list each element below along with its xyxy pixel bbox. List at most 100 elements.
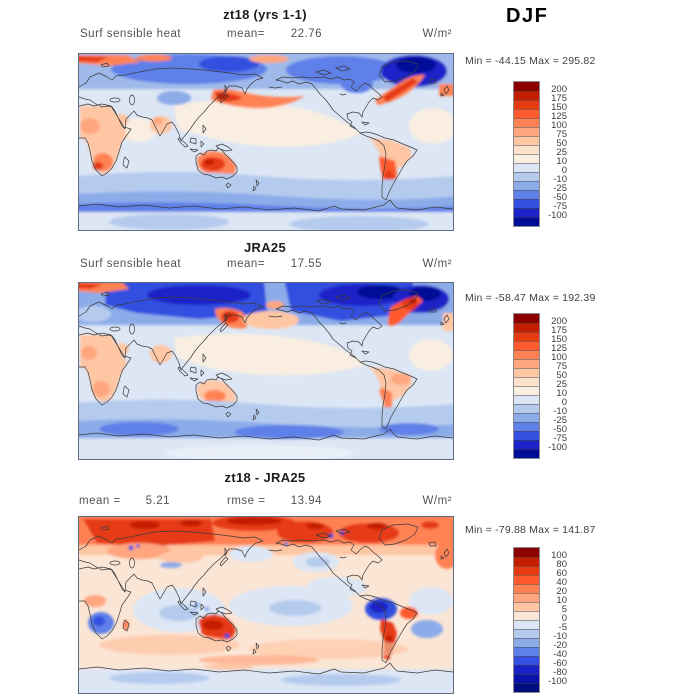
colorbar-tick-label: 10	[556, 156, 567, 167]
colorbar-tick-label: 150	[551, 334, 567, 345]
colorbar-tick-label: -5	[558, 622, 567, 633]
colorbar-tick-label: 50	[556, 370, 567, 381]
colorbar-segment	[514, 341, 539, 350]
colorbar-tick-label: -75	[553, 201, 567, 212]
colorbar-segment	[514, 109, 539, 118]
colorbar-tick-label: -40	[553, 649, 567, 660]
panel1-units: W/m²	[422, 28, 452, 40]
colorbar-segment	[514, 314, 539, 323]
panel2-minmax: Min = -58.47 Max = 192.39	[465, 292, 596, 304]
panel2-title: JRA25	[244, 240, 286, 255]
colorbar-segment	[514, 611, 539, 620]
colorbar-segment	[514, 368, 539, 377]
colorbar-tick-label: 80	[556, 559, 567, 570]
colorbar-segment	[514, 395, 539, 404]
colorbar-model: 200 175 150 125 100 75 50 25 10 0 -10 -25 -50 -75 -100	[513, 81, 575, 229]
colorbar-segment	[514, 127, 539, 136]
colorbar-segment	[514, 656, 539, 665]
colorbar-segment	[514, 172, 539, 181]
panel2-mean-label: mean=	[227, 258, 265, 270]
colorbar-segment	[514, 440, 539, 449]
panel1-title: zt18 (yrs 1-1)	[223, 7, 307, 22]
panel1-mean-value: 22.76	[290, 28, 322, 40]
colorbar-difference: 100 80 60 40 20 10 5 0 -5 -10 -20 -40 -60 -80 -100	[513, 547, 575, 695]
panel1-mean-label: mean=	[227, 28, 265, 40]
panel3-rmse-label: rmse =	[227, 495, 266, 507]
colorbar-tick-label: 100	[551, 550, 567, 561]
colorbar-tick-label: 0	[561, 165, 567, 176]
colorbar-tick-label: -75	[553, 433, 567, 444]
colorbar-tick-label: 0	[561, 613, 567, 624]
colorbar-tick-label: -80	[553, 667, 567, 678]
colorbar-tick-label: 100	[551, 120, 567, 131]
colorbar-segment	[514, 91, 539, 100]
colorbar-segment	[514, 602, 539, 611]
colorbar-segment	[514, 548, 539, 557]
colorbar-segment	[514, 422, 539, 431]
panel1-field-label: Surf sensible heat	[80, 28, 182, 40]
colorbar-segment	[514, 359, 539, 368]
colorbar-segment	[514, 350, 539, 359]
colorbar-tick-label: -50	[553, 424, 567, 435]
colorbar-segment	[514, 82, 539, 91]
colorbar-tick-label: 100	[551, 352, 567, 363]
colorbar-tick-label: -60	[553, 658, 567, 669]
colorbar-jra25: 200 175 150 125 100 75 50 25 10 0 -10 -25 -50 -75 -100	[513, 313, 575, 461]
map-model	[78, 53, 454, 231]
map-difference	[78, 516, 454, 694]
colorbar-segment	[514, 665, 539, 674]
field-shading-difference	[79, 517, 453, 693]
panel3-mean-value: 5.21	[145, 495, 170, 507]
colorbar-tick-label: 60	[556, 568, 567, 579]
colorbar-segment	[514, 154, 539, 163]
colorbar-swatches	[513, 81, 540, 227]
colorbar-segment	[514, 557, 539, 566]
colorbar-tick-label: 175	[551, 325, 567, 336]
panel1-minmax: Min = -44.15 Max = 295.82	[465, 55, 596, 67]
field-shading-model	[79, 54, 453, 230]
colorbar-tick-label: 0	[561, 397, 567, 408]
colorbar-tick-label: 75	[556, 129, 567, 140]
colorbar-segment	[514, 575, 539, 584]
colorbar-segment	[514, 638, 539, 647]
colorbar-segment	[514, 332, 539, 341]
colorbar-tick-label: -10	[553, 174, 567, 185]
colorbar-tick-label: 20	[556, 586, 567, 597]
colorbar-segment	[514, 217, 539, 226]
colorbar-tick-label: 175	[551, 93, 567, 104]
panel3-rmse-value: 13.94	[290, 495, 322, 507]
colorbar-tick-label: 125	[551, 111, 567, 122]
colorbar-tick-label: 200	[551, 316, 567, 327]
panel2-mean-value: 17.55	[290, 258, 322, 270]
colorbar-tick-label: -50	[553, 192, 567, 203]
colorbar-segment	[514, 100, 539, 109]
colorbar-tick-label: 25	[556, 379, 567, 390]
colorbar-tick-label: 5	[561, 604, 567, 615]
colorbar-tick-label: 10	[556, 595, 567, 606]
colorbar-segment	[514, 386, 539, 395]
panel2-units: W/m²	[422, 258, 452, 270]
colorbar-segment	[514, 181, 539, 190]
colorbar-segment	[514, 145, 539, 154]
colorbar-segment	[514, 629, 539, 638]
colorbar-segment	[514, 190, 539, 199]
panel3-units: W/m²	[422, 495, 452, 507]
colorbar-segment	[514, 449, 539, 458]
colorbar-segment	[514, 566, 539, 575]
colorbar-segment	[514, 208, 539, 217]
colorbar-segment	[514, 323, 539, 332]
colorbar-segment	[514, 647, 539, 656]
colorbar-tick-label: -100	[547, 442, 567, 453]
map-jra25	[78, 282, 454, 460]
colorbar-tick-label: -20	[553, 640, 567, 651]
colorbar-segment	[514, 404, 539, 413]
colorbar-segment	[514, 163, 539, 172]
colorbar-segment	[514, 199, 539, 208]
colorbar-segment	[514, 593, 539, 602]
colorbar-tick-label: -10	[553, 631, 567, 642]
panel3-minmax: Min = -79.88 Max = 141.87	[465, 524, 596, 536]
colorbar-tick-label: -25	[553, 415, 567, 426]
colorbar-tick-label: 50	[556, 138, 567, 149]
colorbar-tick-label: 200	[551, 84, 567, 95]
